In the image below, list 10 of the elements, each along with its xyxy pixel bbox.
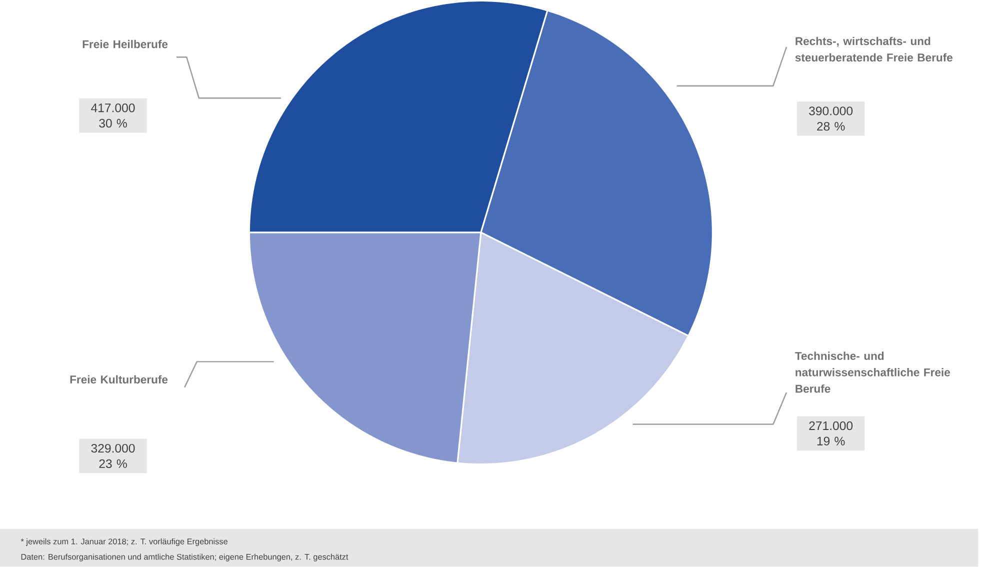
data-label: 390.000 28 % (809, 106, 853, 131)
data-label: 271.000 19 % (809, 421, 853, 446)
slice-label: Technische- und naturwissenschaftliche Freie Berufe (795, 352, 950, 393)
slice-label: Freie Kulturberufe (70, 375, 168, 384)
data-label: 417.000 30 % (91, 104, 135, 128)
text: Daten: Berufsorganisationen und amtliche Statistiken; eigene Erhebungen, z. T. geschätzt (21, 554, 348, 562)
slice-label: Rechts-, wirtschafts- und steuerberatende Freie Berufe (795, 36, 952, 62)
slice-label: Freie Heilberufe (82, 40, 168, 48)
text: * jeweils zum 1. Januar 2018; z. T. vorläufige Ergebnisse (20, 538, 228, 546)
data-label: 329.000 23 % (91, 444, 135, 468)
